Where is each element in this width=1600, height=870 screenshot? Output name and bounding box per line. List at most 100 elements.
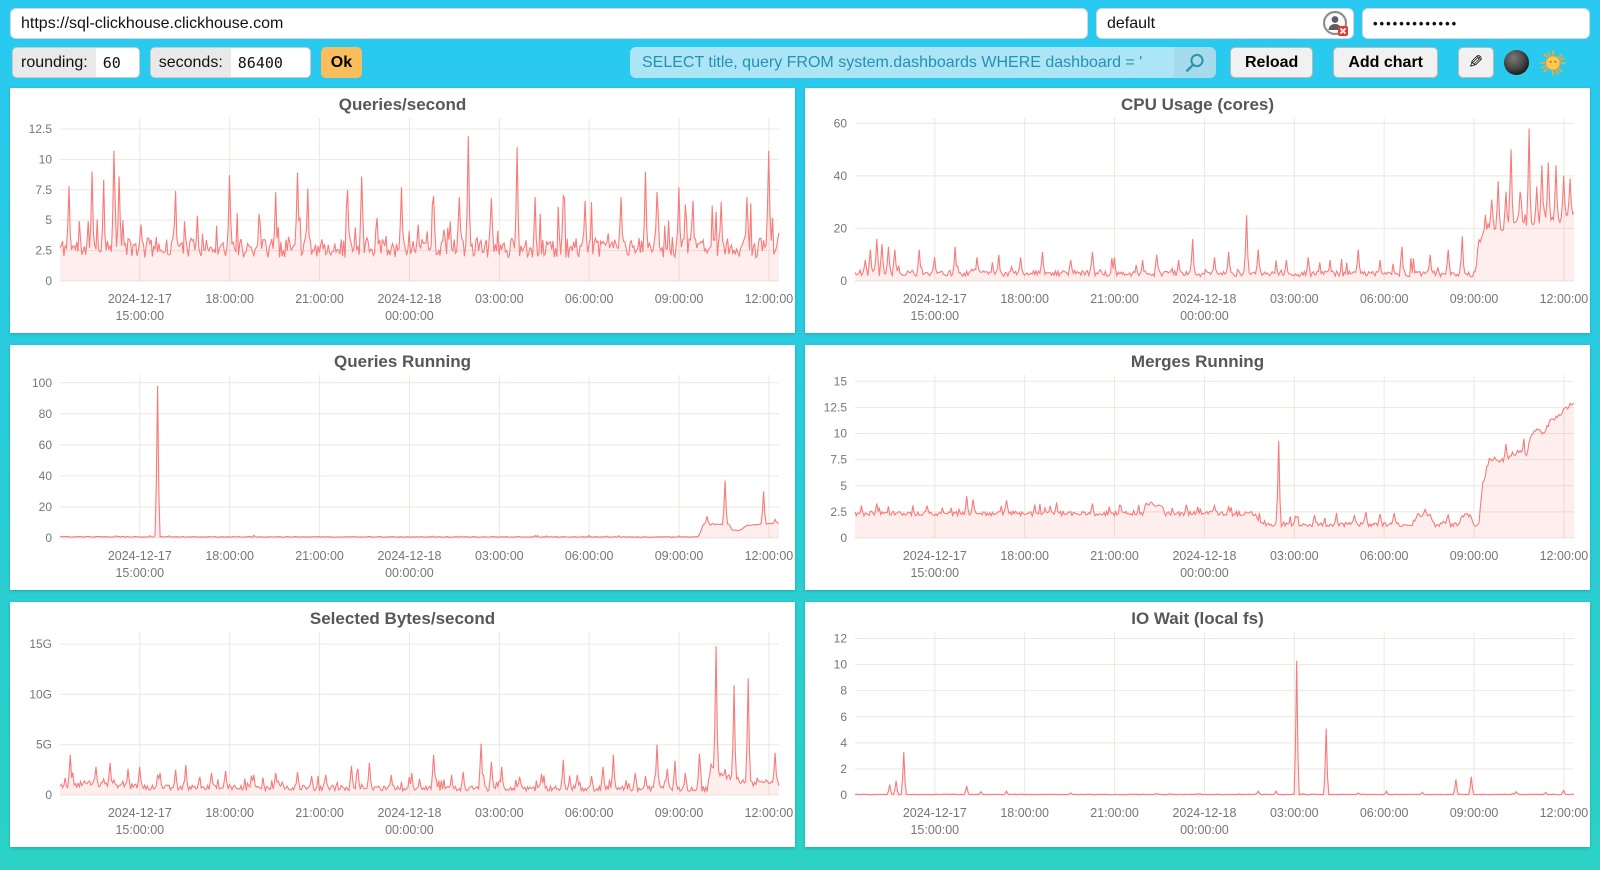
svg-text:18:00:00: 18:00:00: [1000, 292, 1049, 306]
series-fill: [60, 136, 779, 281]
svg-text:21:00:00: 21:00:00: [1090, 292, 1139, 306]
svg-text:00:00:00: 00:00:00: [1180, 823, 1229, 837]
add-chart-button[interactable]: Add chart: [1333, 47, 1438, 78]
reload-button[interactable]: Reload: [1229, 47, 1314, 78]
svg-text:4: 4: [840, 736, 847, 750]
grid: [855, 118, 1574, 282]
svg-text:2024-12-17: 2024-12-17: [903, 292, 967, 306]
svg-text:00:00:00: 00:00:00: [385, 823, 434, 837]
grid: [60, 375, 779, 539]
svg-text:0: 0: [840, 788, 847, 802]
svg-text:8: 8: [840, 684, 847, 698]
x-axis-labels: 2024-12-17 15:00:00 18:00:00 21:00:00 2024-1…: [903, 549, 1588, 580]
svg-text:2024-12-18: 2024-12-18: [1172, 549, 1236, 563]
svg-text:5: 5: [45, 213, 52, 227]
series-line: [854, 402, 1575, 529]
svg-text:7.5: 7.5: [35, 183, 52, 197]
svg-text:18:00:00: 18:00:00: [1000, 549, 1049, 563]
svg-text:12:00:00: 12:00:00: [745, 549, 794, 563]
username-input[interactable]: [1096, 8, 1354, 39]
svg-text:06:00:00: 06:00:00: [565, 549, 614, 563]
x-axis-labels: 2024-12-17 15:00:00 18:00:00 21:00:00 2024-1…: [108, 549, 793, 580]
svg-text:5G: 5G: [36, 738, 52, 752]
svg-text:10: 10: [834, 427, 848, 441]
svg-text:06:00:00: 06:00:00: [565, 806, 614, 820]
svg-text:40: 40: [39, 469, 53, 483]
dashboard-grid: Queries/second 0 2.5 5 7.5 10 12.5 2024-12-17 1…: [0, 78, 1600, 857]
svg-text:09:00:00: 09:00:00: [1450, 292, 1499, 306]
svg-text:2024-12-18: 2024-12-18: [1172, 292, 1236, 306]
chart-plot[interactable]: 0 5G 10G 15G 2024-12-17 15:00:00 18:00:00 21:00…: [10, 602, 795, 847]
rounding-field: rounding:: [12, 47, 140, 78]
chart-plot[interactable]: 0 20 40 60 80 100 2024-12-17 15:00:00 18:00:00 21…: [10, 345, 795, 590]
password-manager-icon[interactable]: [1322, 10, 1349, 37]
svg-text:0: 0: [45, 531, 52, 545]
svg-text:15:00:00: 15:00:00: [115, 566, 164, 580]
series-line: [59, 136, 780, 259]
svg-text:21:00:00: 21:00:00: [1090, 806, 1139, 820]
svg-text:03:00:00: 03:00:00: [475, 549, 524, 563]
svg-text:2024-12-17: 2024-12-17: [108, 549, 172, 563]
chart-panel: Merges Running 0 2.5 5 7.5 10 12.5 15 2024-12-1…: [805, 345, 1590, 590]
grid: [855, 632, 1574, 796]
svg-text:06:00:00: 06:00:00: [565, 292, 614, 306]
grid: [855, 375, 1574, 539]
svg-text:7.5: 7.5: [830, 453, 847, 467]
ok-button[interactable]: Ok: [320, 47, 363, 78]
svg-text:2024-12-17: 2024-12-17: [903, 549, 967, 563]
y-axis-labels: 0 2 4 6 8 10 12: [834, 632, 848, 802]
svg-text:10: 10: [39, 152, 53, 166]
svg-text:60: 60: [39, 438, 53, 452]
svg-text:2.5: 2.5: [35, 244, 52, 258]
theme-light-toggle[interactable]: [1540, 49, 1566, 76]
chart-panel: IO Wait (local fs) 0 2 4 6 8 10 12 2024-12-17 15…: [805, 602, 1590, 847]
svg-text:40: 40: [834, 169, 848, 183]
chart-plot[interactable]: 0 20 40 60 2024-12-17 15:00:00 18:00:00 21:00:0…: [805, 88, 1590, 333]
chart-plot[interactable]: 0 2.5 5 7.5 10 12.5 2024-12-17 15:00:00 18:00:00…: [10, 88, 795, 333]
y-axis-labels: 0 20 40 60 80 100: [32, 376, 52, 545]
svg-text:03:00:00: 03:00:00: [1270, 549, 1319, 563]
svg-text:00:00:00: 00:00:00: [385, 309, 434, 323]
svg-text:21:00:00: 21:00:00: [295, 806, 344, 820]
series-fill: [60, 646, 779, 795]
chart-plot[interactable]: 0 2 4 6 8 10 12 2024-12-17 15:00:00 18:00:00 21:00…: [805, 602, 1590, 847]
server-url-input[interactable]: [10, 8, 1088, 39]
svg-text:2024-12-18: 2024-12-18: [377, 806, 441, 820]
svg-text:10: 10: [834, 658, 848, 672]
grid: [60, 632, 779, 796]
mass-editor-button[interactable]: ✎: [1458, 47, 1494, 78]
seconds-input[interactable]: [231, 48, 310, 77]
svg-text:60: 60: [834, 116, 848, 130]
y-axis-labels: 0 2.5 5 7.5 10 12.5 15: [824, 374, 848, 545]
svg-text:18:00:00: 18:00:00: [205, 292, 254, 306]
svg-text:0: 0: [45, 274, 52, 288]
svg-text:2024-12-17: 2024-12-17: [108, 292, 172, 306]
search-run-button[interactable]: [1173, 47, 1216, 78]
y-axis-labels: 0 5G 10G 15G: [29, 637, 52, 802]
chart-panel: Queries/second 0 2.5 5 7.5 10 12.5 2024-12-17 1…: [10, 88, 795, 333]
svg-text:09:00:00: 09:00:00: [1450, 806, 1499, 820]
y-axis-labels: 0 2.5 5 7.5 10 12.5: [29, 122, 53, 288]
magnifier-icon: [1185, 53, 1204, 72]
series-fill: [855, 128, 1574, 281]
svg-text:6: 6: [840, 710, 847, 724]
svg-text:06:00:00: 06:00:00: [1360, 806, 1409, 820]
x-axis-labels: 2024-12-17 15:00:00 18:00:00 21:00:00 2024-1…: [903, 806, 1588, 837]
search-query-input[interactable]: [629, 47, 1174, 78]
series-line: [854, 660, 1575, 796]
svg-text:0: 0: [840, 274, 847, 288]
svg-text:12:00:00: 12:00:00: [745, 292, 794, 306]
rounding-input[interactable]: [96, 48, 139, 77]
svg-text:18:00:00: 18:00:00: [1000, 806, 1049, 820]
svg-text:2024-12-18: 2024-12-18: [377, 292, 441, 306]
svg-text:15:00:00: 15:00:00: [910, 566, 959, 580]
user-field-wrap: [1096, 8, 1354, 39]
theme-dark-toggle[interactable]: [1504, 50, 1530, 76]
chart-plot[interactable]: 0 2.5 5 7.5 10 12.5 15 2024-12-17 15:00:00 18:00:…: [805, 345, 1590, 590]
chart-panel: Selected Bytes/second 0 5G 10G 15G 2024-12-1…: [10, 602, 795, 847]
password-input[interactable]: [1362, 8, 1590, 39]
svg-text:80: 80: [39, 407, 53, 421]
svg-text:21:00:00: 21:00:00: [295, 549, 344, 563]
x-axis-labels: 2024-12-17 15:00:00 18:00:00 21:00:00 2024-1…: [108, 806, 793, 837]
series-line: [59, 646, 780, 794]
